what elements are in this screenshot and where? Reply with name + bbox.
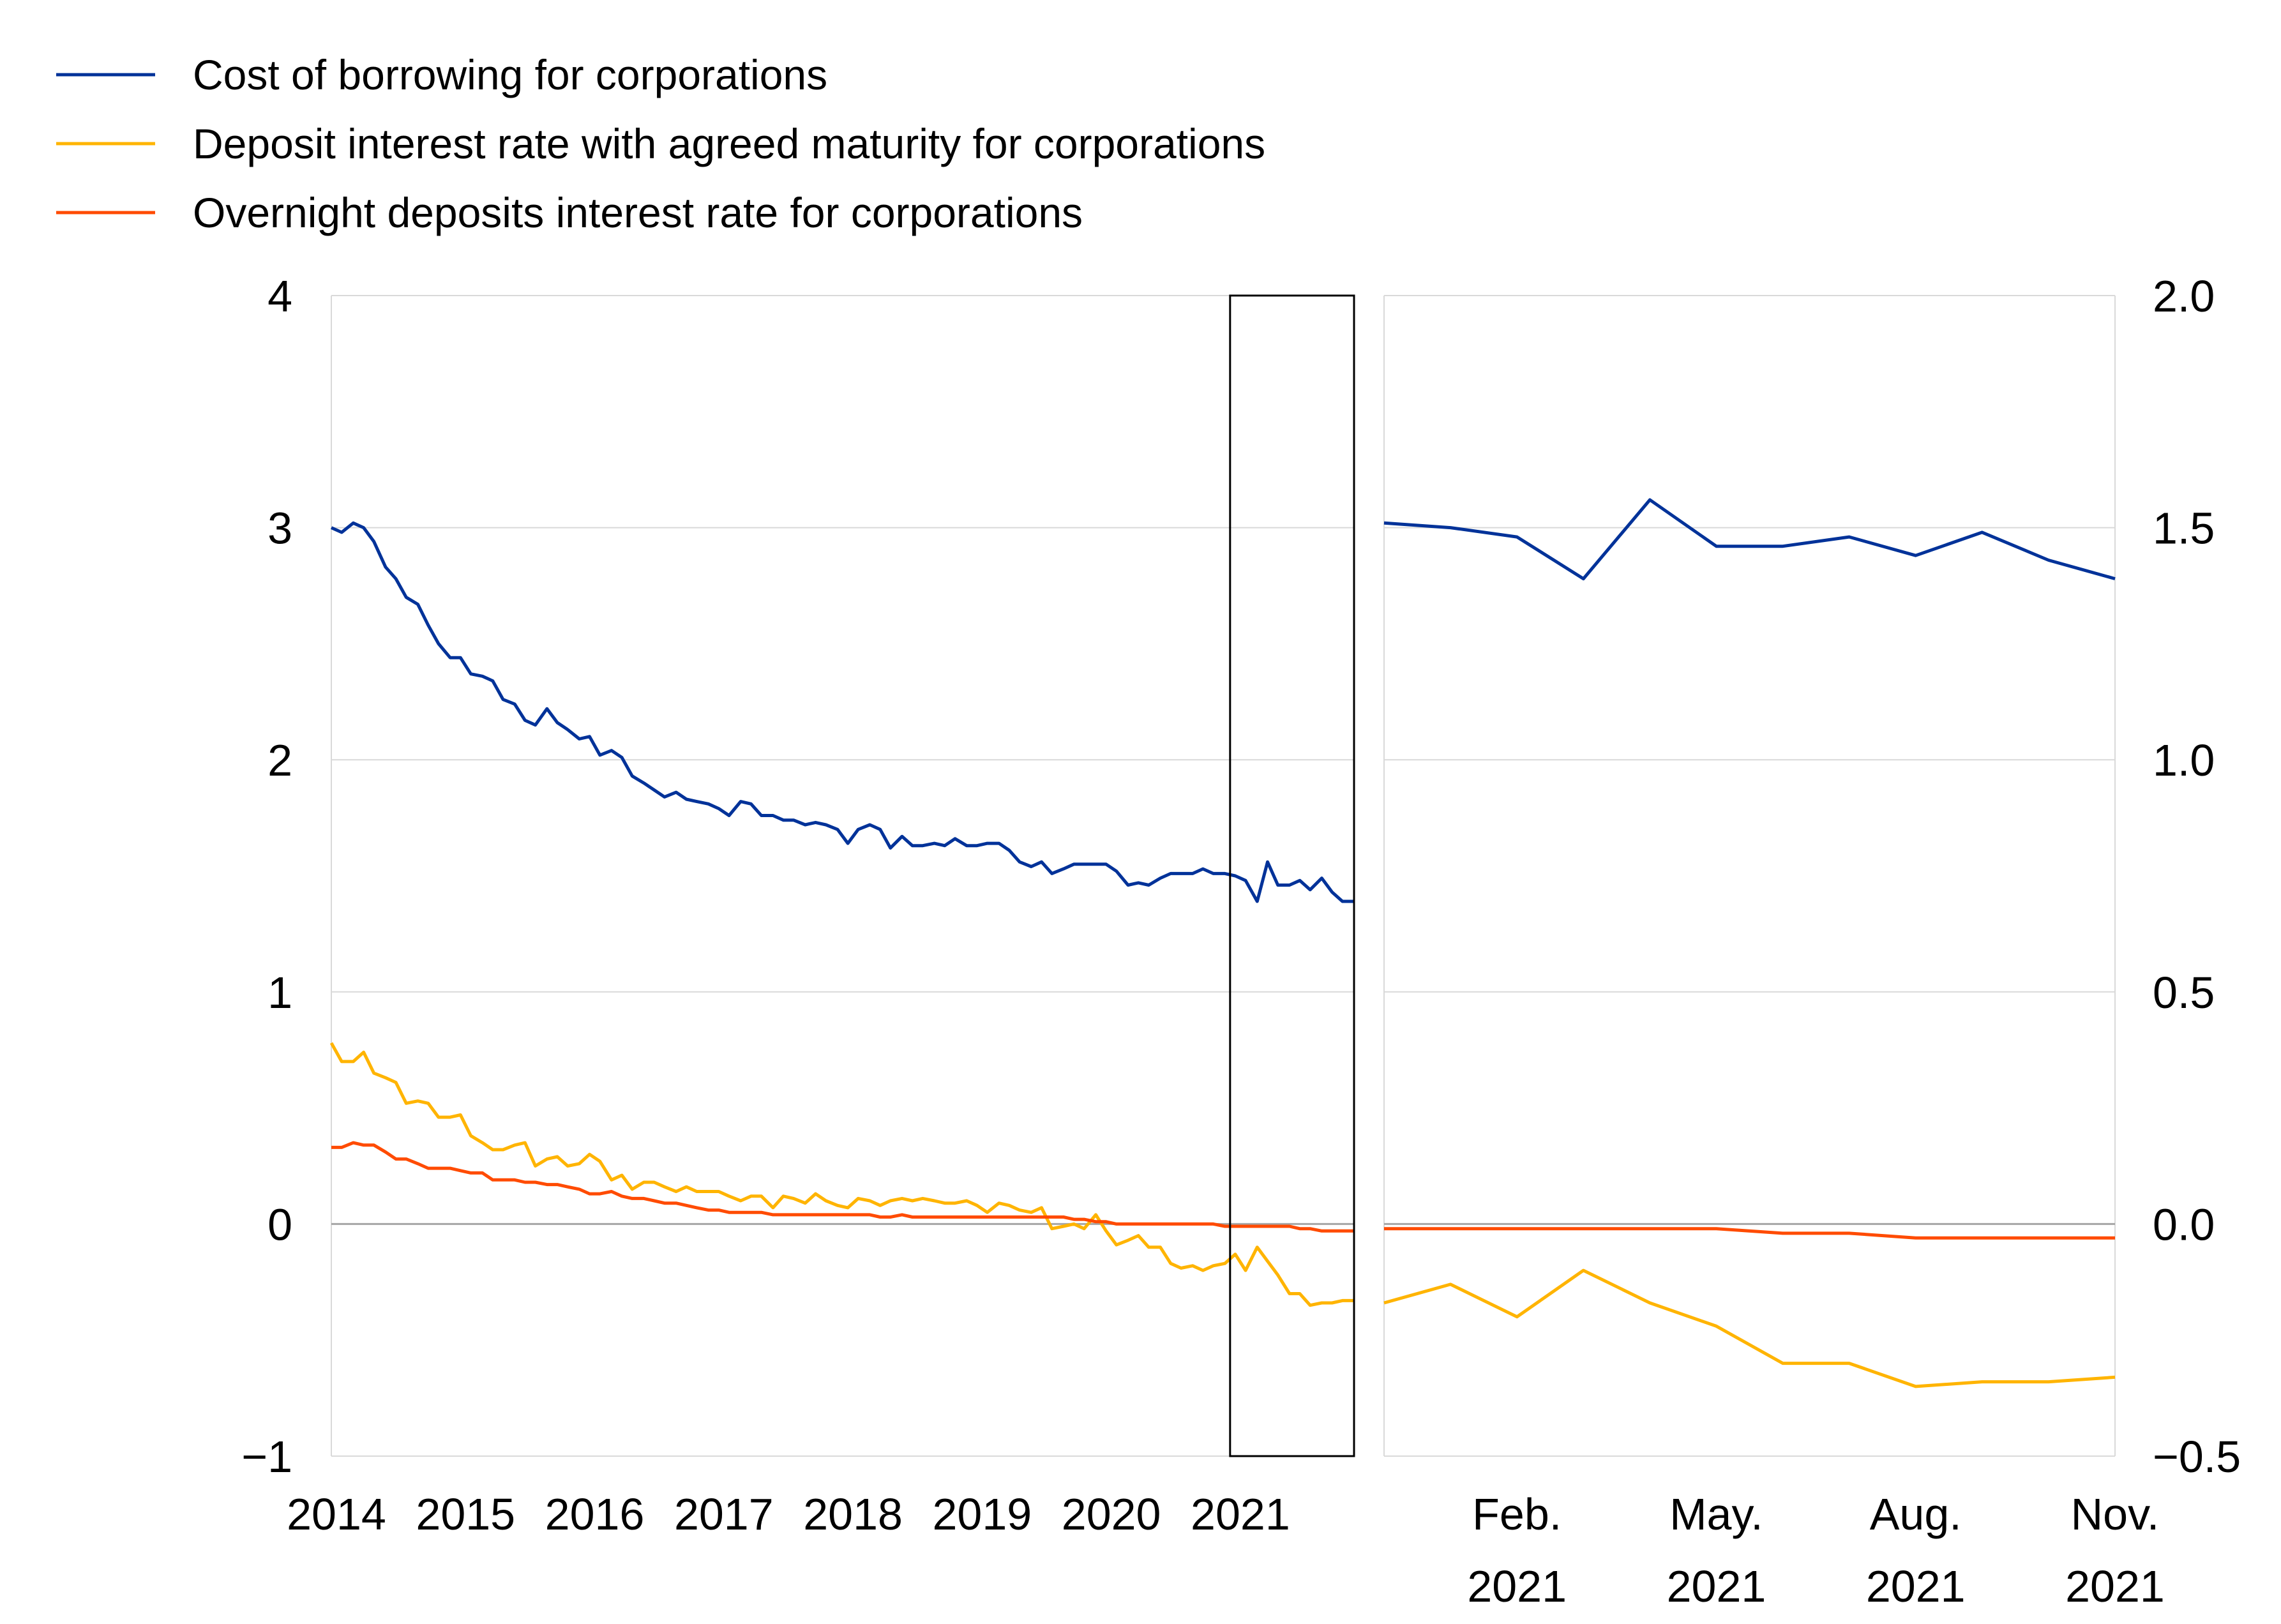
left-x-tick-label-5: 2019 — [932, 1489, 1032, 1539]
left-panel: −1 0 1 2 3 4 2014 2015 2016 2017 2018 2019 2020 2021 — [241, 271, 1355, 1539]
right-y-tick-label-5: 2.0 — [2153, 271, 2215, 321]
highlight-box — [1229, 294, 1355, 1457]
right-y-tick-label-3: 1.0 — [2153, 735, 2215, 785]
right-series-line-deposit-interest-rate-with-agreed-maturity-for-corporations — [1383, 1268, 2116, 1388]
right-y-tick-label-2: 0.5 — [2153, 968, 2215, 1018]
right-x-tick-label-0-line-0: Feb. — [1472, 1489, 1562, 1539]
left-x-tick-label-2: 2016 — [545, 1489, 645, 1539]
left-series-line-cost-of-borrowing-for-corporations — [330, 521, 1354, 903]
left-x-tick-label-3: 2017 — [674, 1489, 774, 1539]
left-y-tick-label-1: 0 — [267, 1199, 292, 1249]
left-series-line-overnight-deposits-interest-rate-for-corporations — [331, 1141, 1354, 1233]
left-y-tick-label-5: 4 — [267, 271, 292, 321]
right-x-tick-label-2-line-1: 2021 — [1866, 1561, 1966, 1611]
left-x-tick-label-4: 2018 — [803, 1489, 903, 1539]
left-x-tick-label-7: 2021 — [1191, 1489, 1290, 1539]
left-x-tick-label-1: 2015 — [416, 1489, 515, 1539]
left-x-tick-label-0: 2014 — [287, 1489, 386, 1539]
right-x-tick-label-0-line-1: 2021 — [1467, 1561, 1567, 1611]
right-series-line-cost-of-borrowing-for-corporations — [1383, 498, 2116, 581]
right-x-tick-label-3-line-1: 2021 — [2065, 1561, 2165, 1611]
left-y-tick-label-4: 3 — [267, 504, 292, 553]
right-x-tick-label-2-line-0: Aug. — [1870, 1489, 1962, 1539]
legend-label-1: Cost of borrowing for corporations — [193, 51, 827, 98]
right-y-tick-label-0: −0.5 — [2153, 1432, 2241, 1482]
left-y-tick-label-0: −1 — [241, 1432, 292, 1482]
right-x-tick-label-3-line-0: Nov. — [2071, 1489, 2160, 1539]
right-x-tick-label-1-line-0: May. — [1669, 1489, 1763, 1539]
legend: Cost of borrowing for corporations Deposi… — [56, 51, 1265, 236]
legend-label-2: Deposit interest rate with agreed maturi… — [193, 120, 1265, 167]
right-y-tick-label-4: 1.5 — [2153, 504, 2215, 553]
left-series-line-deposit-interest-rate-with-agreed-maturity-for-corporations — [329, 1042, 1354, 1307]
right-y-tick-label-1: 0.0 — [2153, 1199, 2215, 1249]
legend-label-3: Overnight deposits interest rate for cor… — [193, 189, 1083, 236]
right-x-tick-label-1-line-1: 2021 — [1667, 1561, 1766, 1611]
right-panel: −0.5 0.0 0.5 1.0 1.5 2.0 Feb. 2021 May. 2021 Aug. 2… — [1383, 271, 2241, 1611]
left-y-tick-label-2: 1 — [267, 968, 292, 1018]
left-x-tick-label-6: 2020 — [1062, 1489, 1161, 1539]
left-y-tick-label-3: 2 — [267, 735, 292, 785]
right-series-line-overnight-deposits-interest-rate-for-corporations — [1384, 1227, 2115, 1240]
